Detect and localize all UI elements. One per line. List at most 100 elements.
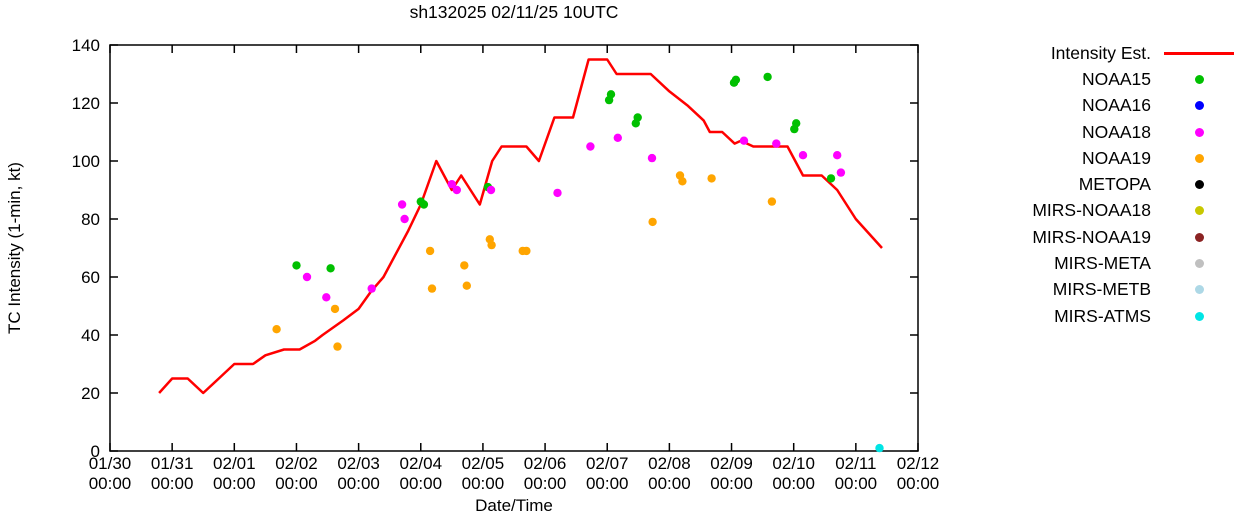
legend-item-noaa16: NOAA16: [1032, 93, 1235, 119]
legend-label: MIRS-META: [1054, 253, 1151, 274]
x-tick-date: 02/03: [337, 454, 380, 473]
y-tick-label: 60: [81, 268, 100, 287]
x-tick-date: 02/01: [213, 454, 256, 473]
chart-title: sh132025 02/11/25 10UTC: [409, 2, 619, 22]
data-point: [833, 151, 842, 160]
legend-item-mirs-noaa18: MIRS-NOAA18: [1032, 198, 1235, 224]
x-tick-time: 00:00: [586, 474, 629, 493]
y-axis-title: TC Intensity (1-min, kt): [5, 162, 24, 334]
data-point: [452, 185, 461, 195]
data-point: [302, 272, 312, 282]
x-tick-date: 02/09: [710, 454, 753, 473]
x-tick-time: 00:00: [835, 474, 878, 493]
data-point: [731, 75, 741, 85]
legend-item-metopa: METOPA: [1032, 171, 1235, 197]
scatter-mirs-atms: [875, 443, 884, 453]
data-point: [447, 180, 456, 189]
legend-label: MIRS-NOAA18: [1032, 200, 1151, 221]
data-point: [707, 174, 716, 183]
scatter-noaa18: [302, 133, 846, 302]
data-point: [419, 200, 429, 209]
x-tick-date: 02/02: [275, 454, 318, 473]
legend: Intensity Est. NOAA15 NOAA16 NOAA18 NOAA19 ME…: [1032, 40, 1235, 329]
y-tick-label: 20: [81, 384, 100, 403]
data-point: [586, 142, 595, 151]
y-tick-label: 140: [72, 36, 100, 55]
data-point: [487, 240, 496, 250]
x-axis-title: Date/Time: [475, 496, 553, 515]
x-tick-time: 00:00: [897, 474, 940, 493]
y-tick-label: 100: [72, 152, 100, 171]
legend-dot-icon: [1163, 285, 1235, 295]
x-tick-date: 02/11: [835, 454, 876, 473]
x-tick-date: 02/12: [897, 454, 940, 473]
x-tick-time: 00:00: [151, 474, 194, 493]
legend-label: NOAA18: [1081, 121, 1151, 142]
x-tick-time: 00:00: [275, 474, 318, 493]
legend-dot-icon: [1163, 101, 1235, 111]
legend-dot-icon: [1163, 127, 1235, 137]
legend-item-mirs-metb: MIRS-METB: [1032, 277, 1235, 303]
y-tick-label: 80: [81, 210, 100, 229]
legend-item-mirs-atms: MIRS-ATMS: [1032, 303, 1235, 329]
data-point: [330, 304, 340, 314]
legend-dot-icon: [1163, 74, 1235, 84]
data-point: [763, 72, 772, 82]
x-tick-date: 02/08: [648, 454, 691, 473]
data-point: [425, 246, 435, 256]
data-point: [633, 113, 642, 122]
legend-dot-icon: [1163, 311, 1235, 321]
data-point: [367, 284, 376, 293]
data-point: [326, 264, 335, 273]
x-tick-date: 02/07: [586, 454, 629, 473]
data-point: [292, 261, 301, 270]
legend-dot-icon: [1163, 206, 1235, 216]
data-point: [767, 197, 777, 206]
x-tick-time: 00:00: [213, 474, 256, 493]
legend-item-noaa18: NOAA18: [1032, 119, 1235, 145]
legend-label: NOAA15: [1081, 68, 1151, 89]
x-tick-date: 02/06: [524, 454, 567, 473]
y-tick-label: 40: [81, 326, 100, 345]
data-point: [678, 177, 687, 186]
legend-item-noaa19: NOAA19: [1032, 145, 1235, 171]
data-point: [427, 284, 437, 293]
legend-dot-icon: [1163, 232, 1235, 242]
x-tick-time: 00:00: [399, 474, 442, 493]
data-point: [553, 188, 562, 198]
legend-label: Intensity Est.: [1050, 42, 1151, 63]
y-tick-label: 0: [91, 442, 100, 461]
legend-item-mirs-meta: MIRS-META: [1032, 250, 1235, 276]
data-point: [792, 119, 801, 128]
legend-dot-icon: [1163, 153, 1235, 163]
data-point: [613, 133, 622, 142]
x-tick-date: 01/31: [151, 454, 194, 473]
data-point: [836, 168, 846, 177]
x-tick-time: 00:00: [462, 474, 505, 493]
data-point: [322, 293, 331, 302]
plot-border: [109, 44, 919, 452]
data-point: [798, 151, 808, 160]
legend-label: METOPA: [1078, 174, 1151, 195]
legend-line-sample-icon: [1163, 51, 1235, 55]
x-tick-date: 02/05: [462, 454, 505, 473]
data-point: [826, 174, 836, 183]
intensity-line: [158, 58, 883, 395]
legend-label: MIRS-ATMS: [1054, 305, 1151, 326]
data-point: [522, 246, 531, 256]
legend-item-intensity-est-: Intensity Est.: [1032, 40, 1235, 66]
x-tick-time: 00:00: [648, 474, 691, 493]
data-point: [875, 443, 884, 453]
data-point: [397, 200, 407, 209]
x-tick-date: 02/04: [399, 454, 442, 473]
legend-item-mirs-noaa19: MIRS-NOAA19: [1032, 224, 1235, 250]
x-tick-time: 00:00: [89, 474, 132, 493]
data-point: [739, 136, 749, 145]
x-tick-time: 00:00: [710, 474, 753, 493]
data-point: [460, 261, 469, 270]
legend-label: NOAA19: [1081, 147, 1151, 168]
legend-label: MIRS-NOAA19: [1032, 226, 1151, 247]
data-point: [648, 217, 657, 227]
